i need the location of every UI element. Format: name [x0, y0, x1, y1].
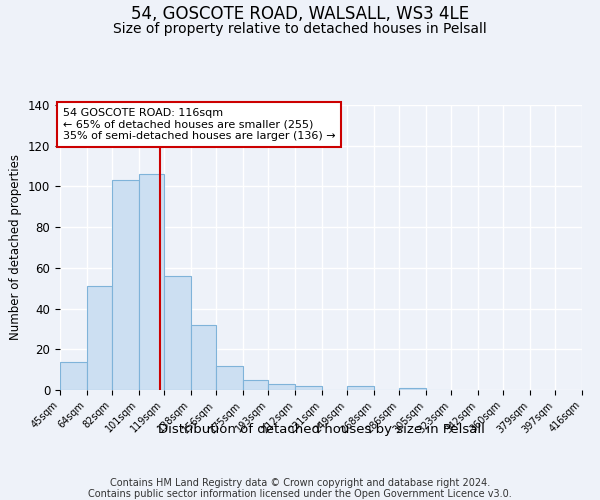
- Bar: [295, 386, 322, 390]
- Bar: [191, 325, 216, 390]
- Bar: [399, 388, 426, 390]
- Bar: [164, 276, 191, 390]
- Text: Distribution of detached houses by size in Pelsall: Distribution of detached houses by size …: [158, 422, 484, 436]
- Text: Contains HM Land Registry data © Crown copyright and database right 2024.: Contains HM Land Registry data © Crown c…: [110, 478, 490, 488]
- Text: 54, GOSCOTE ROAD, WALSALL, WS3 4LE: 54, GOSCOTE ROAD, WALSALL, WS3 4LE: [131, 5, 469, 23]
- Bar: [268, 384, 295, 390]
- Bar: [112, 180, 139, 390]
- Bar: [347, 386, 374, 390]
- Text: Contains public sector information licensed under the Open Government Licence v3: Contains public sector information licen…: [88, 489, 512, 499]
- Bar: [243, 380, 268, 390]
- Bar: [216, 366, 243, 390]
- Bar: [87, 286, 112, 390]
- Bar: [139, 174, 164, 390]
- Bar: [60, 362, 87, 390]
- Y-axis label: Number of detached properties: Number of detached properties: [10, 154, 22, 340]
- Text: Size of property relative to detached houses in Pelsall: Size of property relative to detached ho…: [113, 22, 487, 36]
- Text: 54 GOSCOTE ROAD: 116sqm
← 65% of detached houses are smaller (255)
35% of semi-d: 54 GOSCOTE ROAD: 116sqm ← 65% of detache…: [62, 108, 335, 141]
